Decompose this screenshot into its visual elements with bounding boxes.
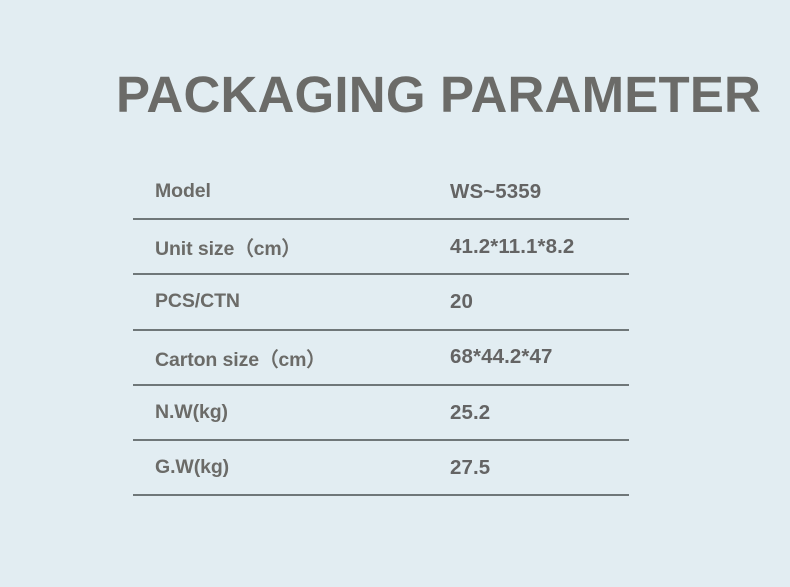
table-row: Carton size（cm） 68*44.2*47 xyxy=(133,331,629,386)
row-value-carton-size: 68*44.2*47 xyxy=(450,345,553,369)
table-row: Model WS~5359 xyxy=(133,165,629,220)
table-row: N.W(kg) 25.2 xyxy=(133,386,629,442)
packaging-parameter-table: Model WS~5359 Unit size（cm） 41.2*11.1*8.… xyxy=(133,165,629,497)
row-label-model: Model xyxy=(155,180,211,202)
row-label-carton-size: Carton size（cm） xyxy=(155,348,326,371)
table-row: Unit size（cm） 41.2*11.1*8.2 xyxy=(133,220,629,276)
row-value-pcs-per-ctn: 20 xyxy=(450,289,474,313)
row-value-model: WS~5359 xyxy=(450,179,542,203)
table-row: PCS/CTN 20 xyxy=(133,275,629,331)
page-title: PACKAGING PARAMETER xyxy=(116,66,762,123)
row-label-net-weight: N.W(kg) xyxy=(155,401,228,424)
row-label-gross-weight: G.W(kg) xyxy=(155,456,230,479)
row-value-unit-size: 41.2*11.1*8.2 xyxy=(450,234,575,258)
row-label-unit-size: Unit size（cm） xyxy=(155,238,302,261)
row-value-net-weight: 25.2 xyxy=(450,400,491,424)
table-row: G.W(kg) 27.5 xyxy=(133,441,629,497)
row-label-pcs-per-ctn: PCS/CTN xyxy=(155,290,240,313)
row-value-gross-weight: 27.5 xyxy=(450,455,491,479)
